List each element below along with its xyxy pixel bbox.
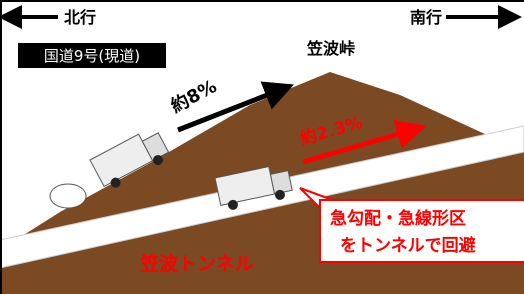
- route-label: 国道9号(現道): [44, 47, 140, 65]
- exhaust: [50, 184, 86, 208]
- callout-line2: をトンネルで回避: [340, 235, 476, 256]
- north-label: 北行: [64, 8, 96, 27]
- south-label: 南行: [410, 8, 442, 27]
- diagram: 北行 南行 国道9号(現道) 笠波峠 約8% 約2.3% 急勾配・急線形区 をト…: [0, 0, 524, 294]
- tunnel-name: 笠波トンネル: [139, 252, 254, 275]
- callout-line1: 急勾配・急線形区: [330, 208, 466, 229]
- pass-name: 笠波峠: [306, 39, 355, 58]
